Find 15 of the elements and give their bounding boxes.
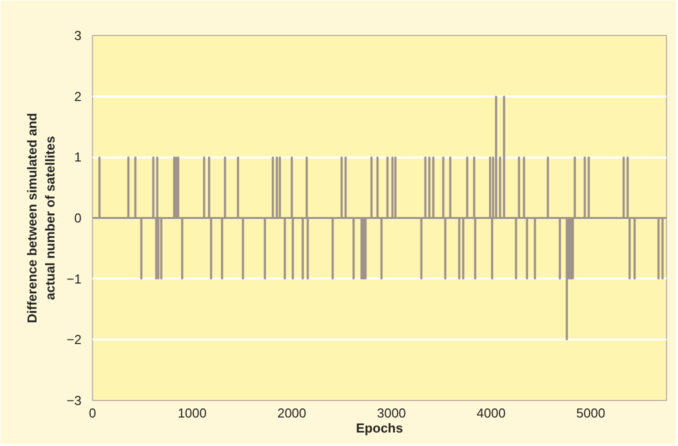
y-tick-label: −2 bbox=[66, 332, 82, 348]
x-tick-label: 1000 bbox=[178, 406, 207, 420]
x-tick-label: 4000 bbox=[476, 406, 506, 420]
x-tick-label: 2000 bbox=[277, 406, 306, 420]
y-tick-label: 0 bbox=[74, 210, 82, 226]
x-tick-label: 0 bbox=[88, 406, 96, 420]
y-tick-label: −3 bbox=[66, 393, 82, 408]
y-tick-label: 3 bbox=[74, 28, 82, 43]
y-tick-label: 2 bbox=[74, 88, 82, 104]
x-tick-label: 5000 bbox=[576, 406, 606, 420]
y-axis-title: Difference between simulated and actual number of satellites bbox=[24, 112, 58, 324]
y-tick-label: 1 bbox=[74, 150, 82, 165]
x-tick-label: 3000 bbox=[377, 406, 406, 420]
y-tick-label: −1 bbox=[66, 271, 82, 286]
x-axis-title: Epochs bbox=[356, 420, 403, 436]
